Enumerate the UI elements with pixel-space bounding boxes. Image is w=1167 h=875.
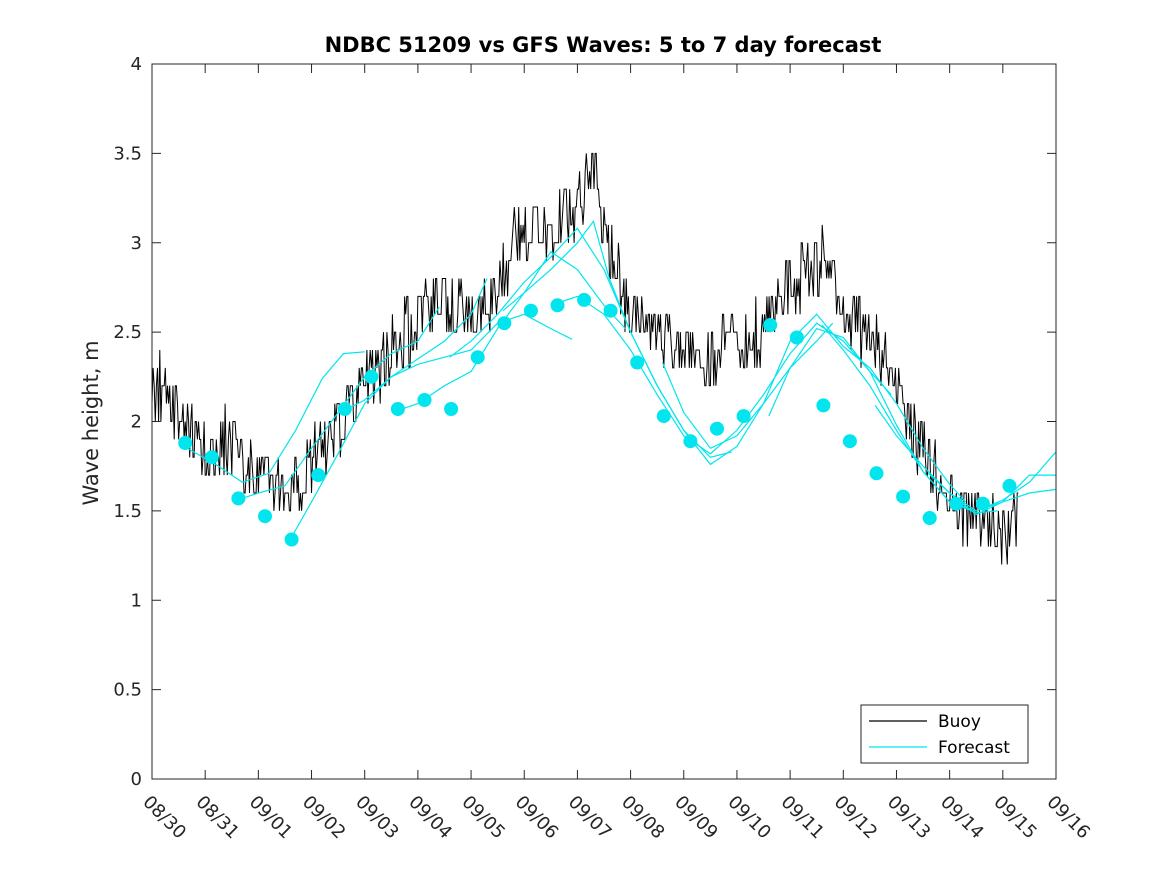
forecast-point [337,402,352,416]
forecast-series-line-11 [821,324,1056,512]
forecast-point [922,511,937,525]
forecast-point [896,489,911,504]
forecast-point [630,355,645,370]
forecast-point [204,450,219,465]
forecast-series-line-5 [396,250,626,412]
y-tick-label: 3 [131,233,142,254]
chart-title: NDBC 51209 vs GFS Waves: 5 to 7 day fore… [325,33,882,57]
forecast-point [789,330,804,345]
forecast-point [763,318,778,332]
forecast-point [816,398,831,413]
legend-label-buoy: Buoy [938,712,981,732]
forecast-series-line-9 [661,313,967,503]
forecast-point [470,350,485,365]
forecast-point [656,409,671,424]
legend: Buoy Forecast [860,704,1029,764]
forecast-point [523,303,538,318]
forecast-point [1002,478,1017,493]
forecast-point [417,393,432,407]
forecast-point [683,434,698,449]
y-tick-label: 2 [131,412,142,433]
y-tick-label: 4 [131,54,142,75]
forecast-point [284,532,299,547]
plot-content [152,152,1056,565]
y-tick-label: 1.5 [113,501,142,522]
y-axis-title: Wave height, m [79,340,103,505]
forecast-point [311,468,326,483]
forecast-series-line-13 [927,472,1056,516]
y-tick-label: 0 [131,769,142,790]
forecast-point [364,369,379,384]
legend-box [860,704,1029,764]
forecast-point [603,303,618,318]
forecast-point [550,298,565,313]
forecast-point [710,421,724,436]
forecast-point [736,409,751,424]
forecast-series-line-1 [183,351,365,483]
forecast-series-line-10 [768,327,998,514]
forecast-point [577,292,592,307]
forecast-series-line-4 [343,313,573,412]
forecast-series-line-2 [236,306,440,501]
forecast-point [949,496,964,511]
forecast-point [869,466,884,481]
forecast-point [231,491,246,506]
y-tick-label: 0.5 [113,680,142,701]
plot-area [152,152,1056,565]
forecast-point [178,436,193,450]
y-tick-label: 3.5 [113,143,142,164]
forecast-series-line-7 [502,219,834,466]
y-tick-label: 1 [131,590,142,611]
forecast-point [842,434,857,449]
y-tick-label: 2.5 [113,322,142,343]
forecast-point [444,402,459,416]
forecast-point [390,402,405,416]
forecast-point [258,509,272,524]
legend-label-forecast: Forecast [938,738,1010,758]
forecast-point [975,496,990,511]
forecast-point [497,316,512,331]
